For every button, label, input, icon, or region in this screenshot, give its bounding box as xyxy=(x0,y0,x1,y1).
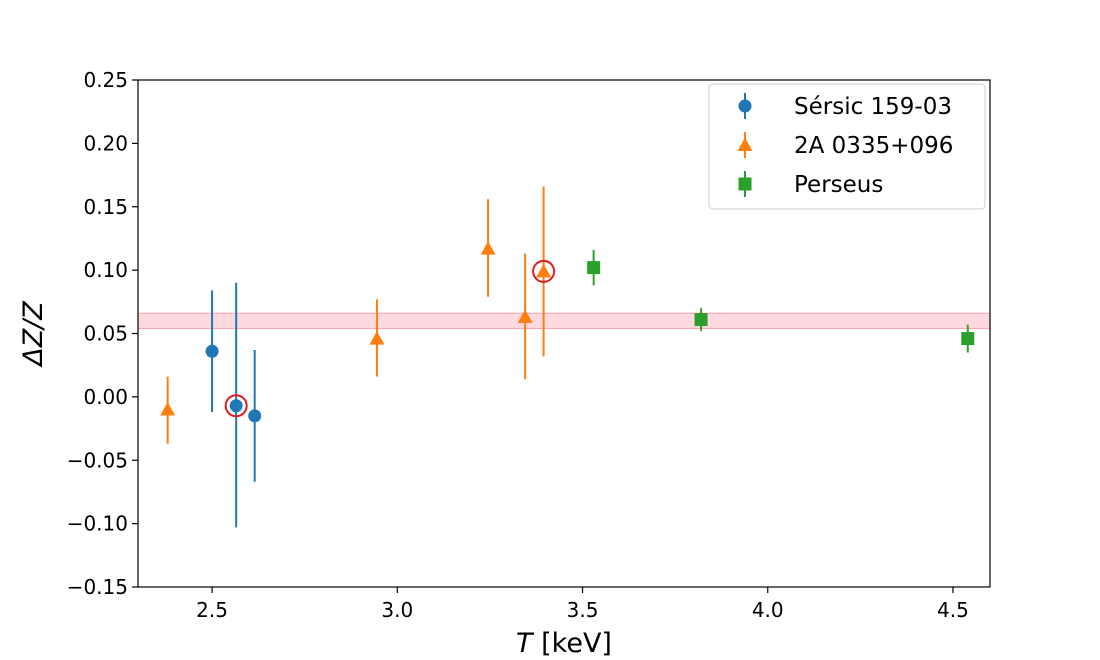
data-point xyxy=(229,399,243,413)
x-tick-label: 3.5 xyxy=(567,598,599,622)
data-point xyxy=(536,263,552,278)
x-axis-label-var: T xyxy=(516,628,535,659)
x-tick-label: 4.5 xyxy=(937,598,969,622)
x-axis-label-unit: [keV] xyxy=(533,628,612,659)
y-tick-label: 0.10 xyxy=(83,258,128,282)
legend-entry: 2A 0335+096 xyxy=(737,132,953,159)
legend-entry: Sérsic 159-03 xyxy=(738,93,952,120)
x-tick-label: 4.0 xyxy=(752,598,784,622)
legend-label: Sérsic 159-03 xyxy=(794,94,952,120)
legend-marker xyxy=(737,137,753,151)
legend: Sérsic 159-03 2A 0335+096 Perseus xyxy=(708,83,986,210)
y-axis-label: ΔZ/Z xyxy=(18,301,49,368)
y-tick-label: −0.15 xyxy=(67,575,128,599)
x-axis-ticks: 2.5 3.0 3.5 4.0 4.5 xyxy=(196,587,969,622)
data-point xyxy=(517,309,533,324)
y-tick-label: 0.00 xyxy=(83,385,128,409)
highlight-layer xyxy=(224,259,556,418)
y-tick-label: 0.05 xyxy=(83,322,128,346)
y-tick-label: −0.10 xyxy=(67,512,128,536)
legend-entry: Perseus xyxy=(738,171,883,198)
x-tick-label: 3.0 xyxy=(381,598,413,622)
legend-label: 2A 0335+096 xyxy=(794,133,953,159)
y-tick-label: 0.25 xyxy=(83,68,128,92)
y-tick-label: −0.05 xyxy=(67,448,128,472)
data-point xyxy=(205,344,219,358)
highlight-ring xyxy=(224,394,248,418)
reference-band-layer xyxy=(137,312,991,329)
data-point xyxy=(694,313,708,327)
series-2 xyxy=(587,249,975,353)
legend-box xyxy=(708,83,986,210)
legend-marker xyxy=(738,177,752,191)
data-point xyxy=(248,409,262,423)
series-1 xyxy=(160,186,552,444)
data-point xyxy=(480,241,496,255)
data-point xyxy=(587,261,601,275)
legend-label: Perseus xyxy=(794,172,883,198)
y-axis-ticks: −0.15 −0.10 −0.05 0.00 0.05 0.10 0.15 0.20 0.25 xyxy=(67,68,138,599)
series-0 xyxy=(205,282,262,528)
data-series-layer xyxy=(160,186,975,528)
data-point xyxy=(369,331,385,345)
data-point xyxy=(160,402,176,416)
x-tick-label: 2.5 xyxy=(196,598,228,622)
y-tick-label: 0.20 xyxy=(83,131,128,155)
legend-marker xyxy=(738,99,752,113)
data-point xyxy=(961,332,975,346)
y-tick-label: 0.15 xyxy=(83,195,128,219)
x-axis-label: T [keV] xyxy=(516,628,612,659)
highlight-ring xyxy=(532,259,556,283)
reference-band xyxy=(137,312,991,329)
